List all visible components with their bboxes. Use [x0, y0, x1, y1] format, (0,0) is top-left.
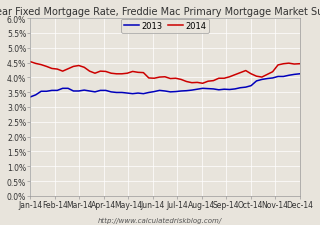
2013	[109, 91, 113, 94]
2014	[109, 72, 113, 75]
Title: 30 Year Fixed Mortgage Rate, Freddie Mac Primary Mortgage Market Survey®: 30 Year Fixed Mortgage Rate, Freddie Mac…	[0, 7, 320, 17]
2014	[201, 83, 204, 85]
Text: http://www.calculatedriskblog.com/: http://www.calculatedriskblog.com/	[98, 217, 222, 223]
2013	[298, 73, 301, 76]
2013	[206, 88, 210, 91]
Line: 2014: 2014	[30, 62, 300, 84]
2014	[115, 73, 118, 76]
2014	[212, 80, 215, 83]
2013	[28, 96, 32, 99]
2014	[88, 70, 92, 73]
2014	[292, 63, 296, 66]
2013	[115, 92, 118, 94]
Line: 2013: 2013	[30, 74, 300, 97]
2013	[222, 88, 226, 91]
2013	[292, 74, 296, 76]
Legend: 2013, 2014: 2013, 2014	[121, 20, 209, 34]
2014	[28, 61, 32, 64]
2014	[298, 63, 301, 66]
2013	[88, 90, 92, 93]
2014	[228, 76, 231, 79]
